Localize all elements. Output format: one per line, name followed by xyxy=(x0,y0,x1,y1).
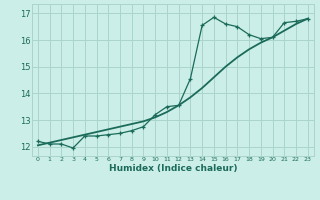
X-axis label: Humidex (Indice chaleur): Humidex (Indice chaleur) xyxy=(108,164,237,173)
